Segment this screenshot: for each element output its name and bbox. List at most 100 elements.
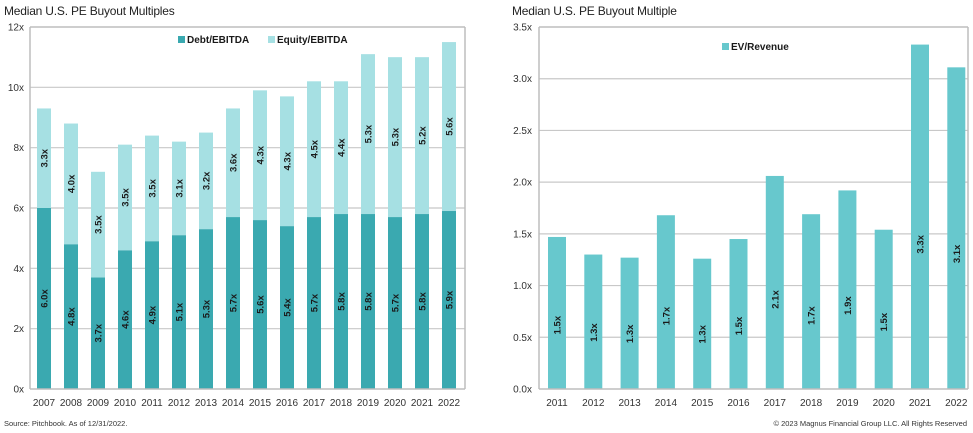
x-tick-label: 2016 <box>727 398 750 409</box>
right-chart: 0.0x 0.5x 1.0x 1.5x 2.0x 2.5x 3.0x 3.5x 1.5x 2011… <box>513 23 969 409</box>
bar-ev-revenue-2015 <box>693 258 712 389</box>
bar-data-label: 1.5x <box>553 315 564 334</box>
bar-ev-revenue-2018 <box>802 214 821 389</box>
bar-ev-revenue-2020 <box>874 229 893 389</box>
x-tick-label: 2019 <box>357 398 380 409</box>
left-chart: 0x 2x 4x 6x 8x 10x 12x 6.0x 3.3x 2007 4.8x 4.0x 2008… <box>8 23 466 409</box>
bar-debt-ebitda-2011 <box>145 241 159 389</box>
bar-data-label: 5.6x <box>445 117 456 136</box>
bar-data-label: 5.8x <box>364 292 375 311</box>
x-tick-label: 2010 <box>114 398 137 409</box>
bar-data-label: 1.5x <box>734 316 745 335</box>
bar-equity-ebitda-2015 <box>253 90 267 221</box>
bar-data-label: 3.6x <box>229 153 240 172</box>
bar-data-label: 5.3x <box>364 124 375 143</box>
x-tick-label: 2013 <box>195 398 218 409</box>
bar-debt-ebitda-2022 <box>442 211 456 389</box>
bar-data-label: 5.8x <box>337 292 348 311</box>
x-tick-label: 2015 <box>691 398 714 409</box>
bar-data-label: 3.3x <box>40 148 51 167</box>
y-tick-label: 0.0x <box>513 385 532 396</box>
bar-debt-ebitda-2012 <box>172 235 186 389</box>
x-tick-label: 2022 <box>945 398 968 409</box>
bar-equity-ebitda-2022 <box>442 42 456 212</box>
bar-debt-ebitda-2014 <box>226 217 240 389</box>
legend-label: Debt/EBITDA <box>187 35 249 46</box>
y-tick-label: 6x <box>13 204 24 215</box>
y-tick-label: 3.5x <box>513 23 532 34</box>
bar-equity-ebitda-2008 <box>64 123 78 245</box>
legend-swatch <box>722 43 729 50</box>
y-tick-label: 2.5x <box>513 126 532 137</box>
legend: EV/Revenue <box>722 42 789 53</box>
bar-ev-revenue-2014 <box>656 215 675 389</box>
legend-label: Equity/EBITDA <box>277 35 348 46</box>
legend-label: EV/Revenue <box>731 42 789 53</box>
bar-ev-revenue-2017 <box>765 175 784 389</box>
x-tick-label: 2009 <box>87 398 110 409</box>
y-tick-label: 2x <box>13 324 24 335</box>
bar-debt-ebitda-2008 <box>64 244 78 389</box>
bar-data-label: 4.5x <box>310 139 321 158</box>
bar-data-label: 5.6x <box>256 295 267 314</box>
bar-data-label: 5.1x <box>175 302 186 321</box>
bar-equity-ebitda-2009 <box>91 171 105 278</box>
bar-data-label: 3.3x <box>916 234 927 253</box>
x-tick-label: 2014 <box>655 398 678 409</box>
bar-data-label: 5.3x <box>391 127 402 146</box>
bar-debt-ebitda-2009 <box>91 277 105 389</box>
bar-data-label: 3.2x <box>202 171 213 190</box>
y-tick-label: 2.0x <box>513 178 532 189</box>
x-tick-label: 2017 <box>764 398 787 409</box>
bar-ev-revenue-2012 <box>584 254 603 389</box>
bar-equity-ebitda-2017 <box>307 81 321 218</box>
bar-equity-ebitda-2020 <box>388 57 402 218</box>
bar-debt-ebitda-2010 <box>118 250 132 389</box>
bar-data-label: 1.7x <box>661 306 672 325</box>
bar-debt-ebitda-2007 <box>37 208 51 389</box>
copyright-note: © 2023 Magnus Financial Group LLC. All R… <box>773 419 967 428</box>
bar-data-label: 3.1x <box>175 178 186 197</box>
bar-data-label: 4.9x <box>148 305 159 324</box>
bar-debt-ebitda-2018 <box>334 214 348 389</box>
y-tick-label: 8x <box>13 143 24 154</box>
x-tick-label: 2011 <box>141 398 163 409</box>
x-tick-label: 2012 <box>582 398 605 409</box>
bar-data-label: 4.3x <box>283 151 294 170</box>
legend-swatch <box>268 36 275 43</box>
bar-data-label: 3.5x <box>148 178 159 197</box>
x-tick-label: 2020 <box>384 398 407 409</box>
bar-data-label: 4.3x <box>256 145 267 164</box>
x-tick-label: 2014 <box>222 398 245 409</box>
y-tick-label: 4x <box>13 264 24 275</box>
source-note: Source: Pitchbook. As of 12/31/2022. <box>4 419 128 428</box>
x-tick-label: 2022 <box>438 398 461 409</box>
x-tick-label: 2012 <box>168 398 191 409</box>
x-tick-label: 2008 <box>60 398 83 409</box>
bar-equity-ebitda-2018 <box>334 81 348 215</box>
x-tick-label: 2011 <box>546 398 568 409</box>
left-chart-title: Median U.S. PE Buyout Multiples <box>4 4 175 18</box>
bar-data-label: 5.3x <box>202 299 213 318</box>
bar-data-label: 1.3x <box>698 324 709 343</box>
bar-data-label: 5.7x <box>229 293 240 312</box>
bar-data-label: 3.7x <box>94 323 105 342</box>
bar-debt-ebitda-2017 <box>307 217 321 389</box>
y-tick-label: 1.5x <box>513 229 532 240</box>
bar-data-label: 2.1x <box>770 290 781 309</box>
bar-ev-revenue-2016 <box>729 239 748 389</box>
bar-debt-ebitda-2016 <box>280 226 294 389</box>
bar-data-label: 5.4x <box>283 298 294 317</box>
bar-equity-ebitda-2016 <box>280 96 294 227</box>
y-tick-label: 3.0x <box>513 74 532 85</box>
y-tick-label: 0.5x <box>513 333 532 344</box>
y-tick-label: 10x <box>8 83 24 94</box>
bar-data-label: 5.8x <box>418 292 429 311</box>
x-tick-label: 2020 <box>873 398 896 409</box>
bar-equity-ebitda-2010 <box>118 144 132 251</box>
bar-data-label: 1.3x <box>625 324 636 343</box>
bar-ev-revenue-2021 <box>911 44 929 389</box>
x-tick-label: 2021 <box>411 398 434 409</box>
bar-equity-ebitda-2012 <box>172 141 186 236</box>
